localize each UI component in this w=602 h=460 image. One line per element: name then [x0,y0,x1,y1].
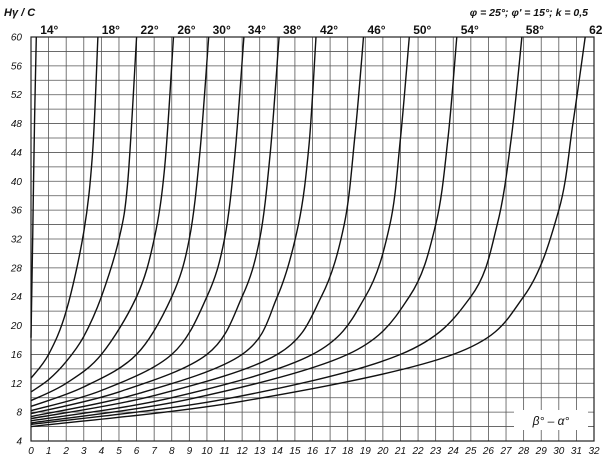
series-label-background [279,23,306,36]
x-tick-label: 2 [62,446,69,457]
y-tick-label: 32 [11,235,23,246]
y-tick-label: 48 [11,119,23,130]
series-label-background [136,23,163,36]
series-label: 50° [413,23,431,37]
series-label: 54° [461,23,479,37]
series-line [30,36,523,426]
x-tick-label: 21 [394,446,406,457]
tick-labels: 0 1 2 3 4 5 6 7 8 9 10 11 12 13 14 15 16 17 18 19 20 21 22 23 24… [10,33,600,458]
x-tick-label: 23 [429,446,442,457]
parameters-text: φ = 25°; φ' = 15°; k = 0,5 [470,7,588,19]
x-tick-label: 14 [272,446,284,457]
x-tick-label: 1 [46,446,52,457]
x-tick-label: 26 [482,446,495,457]
y-tick-label: 8 [16,408,22,419]
series-line [30,36,410,422]
y-tick-label: 12 [11,379,23,390]
x-tick-label: 13 [254,446,266,457]
x-tick-label: 17 [325,446,337,457]
y-axis-label: Hγ / C [4,7,36,19]
x-tick-label: 7 [151,446,157,457]
series-label-background [456,23,483,36]
x-tick-label: 9 [187,446,193,457]
y-tick-label: 24 [10,292,23,303]
series-label: 30° [213,23,231,37]
y-tick-label: 60 [11,33,23,44]
x-tick-label: 19 [360,446,372,457]
y-tick-label: 16 [11,350,23,361]
series-label: 42° [320,23,338,37]
series-label-background [36,23,63,36]
x-tick-label: 16 [307,446,319,457]
series-label: 26° [177,23,195,37]
series-label-background [97,23,124,36]
x-tick-label: 25 [464,446,477,457]
series-label: 22° [140,23,158,37]
series-line [30,36,458,424]
x-tick-label: 11 [219,446,229,457]
y-tick-label: 52 [11,90,23,101]
series-label-background [243,23,270,36]
series-line [30,36,175,402]
series-label-background [521,23,548,36]
x-tick-label: 10 [201,446,213,457]
series-label: 14° [40,23,58,37]
series-label: 58° [526,23,544,37]
x-tick-label: 32 [588,446,600,457]
series-line [30,36,317,418]
y-tick-label: 56 [11,61,23,72]
y-tick-label: 20 [10,321,23,332]
series-line [30,36,99,379]
y-tick-label: 36 [11,206,23,217]
series-line [30,36,280,415]
x-tick-label: 5 [116,446,122,457]
series-label: 46° [367,23,385,37]
series-label-background [208,23,235,36]
curves [30,36,586,428]
x-tick-label: 31 [571,446,582,457]
y-tick-label: 44 [11,148,23,159]
x-tick-label: 28 [517,446,530,457]
x-tick-label: 20 [376,446,389,457]
x-axis-label: β° – α° [532,414,570,428]
series-label-background [173,23,200,36]
series-label-background [409,23,436,36]
x-tick-label: 30 [553,446,565,457]
x-tick-label: 18 [342,446,354,457]
y-tick-label: 4 [16,437,22,448]
series-line [30,36,586,428]
y-tick-label: 40 [11,177,23,188]
x-tick-label: 0 [28,446,34,457]
series-line [30,36,245,412]
series-line [30,36,210,408]
x-tick-label: 8 [169,446,175,457]
x-tick-label: 29 [535,446,548,457]
series-label: 18° [102,23,120,37]
series-label-background [363,23,390,36]
x-tick-label: 3 [81,446,87,457]
series-line [30,36,37,338]
series-line [30,36,138,393]
x-axis-label-background [514,410,588,430]
series-line [30,36,365,420]
series-label: 34° [248,23,266,37]
x-tick-label: 24 [447,446,460,457]
series-label: 38° [283,23,301,37]
series-label: 62° [589,23,602,37]
x-tick-label: 12 [237,446,249,457]
plot-frame [30,36,595,442]
x-tick-label: 22 [412,446,425,457]
y-tick-label: 28 [10,263,23,274]
x-tick-label: 6 [134,446,140,457]
curve-labels: 14° 18° 22° 26° 30° 34° 38° 42° 46° 50° 54° 58° 62° [36,23,602,37]
x-tick-label: 15 [289,446,301,457]
x-tick-label: 4 [99,446,105,457]
series-label-background [316,23,343,36]
series-label-background [585,23,602,36]
x-tick-label: 27 [499,446,512,457]
